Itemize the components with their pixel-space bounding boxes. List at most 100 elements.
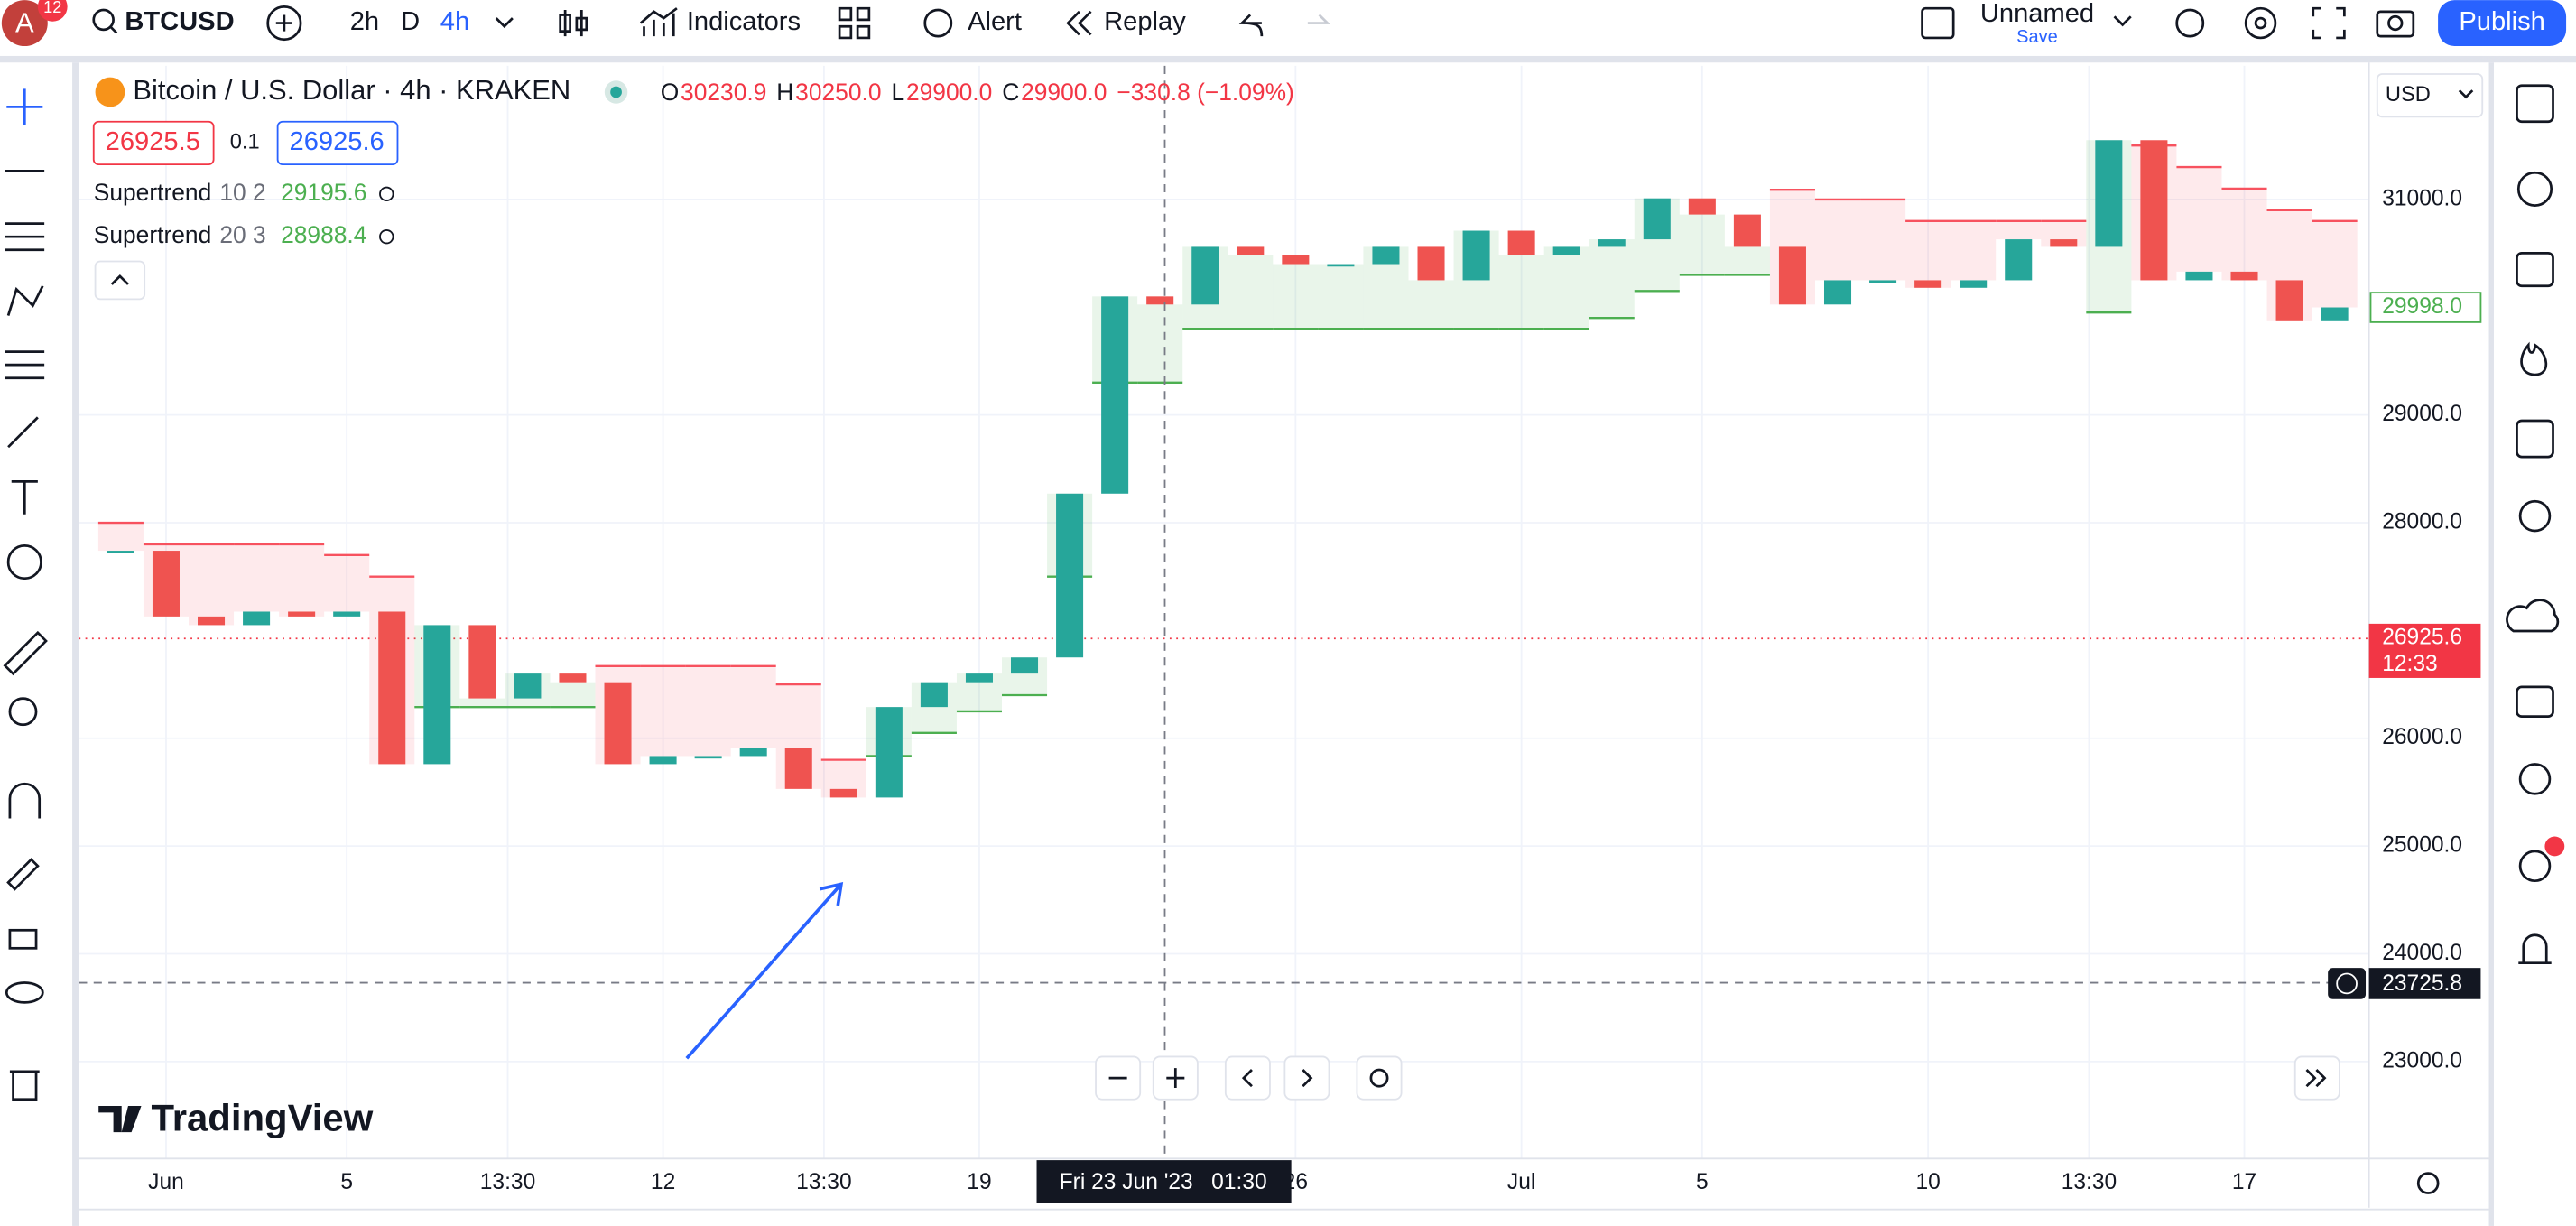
screenshot[interactable] [2376, 10, 2415, 38]
candle [1960, 280, 1988, 288]
supertrend-fill [1543, 246, 1589, 330]
ideas[interactable] [2518, 499, 2552, 533]
notifications[interactable] [2518, 933, 2552, 965]
indicators-button[interactable]: Indicators [687, 7, 801, 36]
fib-tool[interactable] [5, 222, 45, 252]
interval[interactable]: 2h [350, 7, 379, 36]
settings[interactable] [2244, 6, 2277, 40]
fullscreen[interactable] [2312, 6, 2346, 40]
supertrend-fill [2312, 220, 2358, 308]
sell-button[interactable] [92, 120, 215, 166]
candle [649, 756, 677, 765]
visibility-tool[interactable] [5, 981, 44, 1004]
watchlist[interactable] [2516, 84, 2554, 124]
interval-active[interactable]: 4h [440, 7, 469, 36]
scroll-left[interactable] [1224, 1055, 1271, 1101]
scroll-right[interactable] [1283, 1055, 1330, 1101]
hotlist[interactable] [2520, 341, 2548, 376]
alerts[interactable] [2516, 171, 2553, 207]
streams[interactable] [2506, 599, 2560, 633]
delete-tool[interactable] [9, 1070, 40, 1101]
alert-button[interactable]: Alert [968, 7, 1022, 36]
symbol[interactable]: BTCUSD [125, 7, 234, 36]
zoom-in-icon [1166, 1068, 1185, 1089]
x-tick-label: 5 [340, 1170, 353, 1194]
lock-tool[interactable] [8, 928, 38, 950]
forecast-tool[interactable] [5, 350, 45, 380]
save-label[interactable]: Save [2016, 27, 2058, 47]
candle [243, 611, 271, 626]
text-tool[interactable] [11, 480, 38, 515]
indicator-value: 28988.4 [281, 221, 366, 248]
supertrend-fill [640, 665, 686, 757]
toolbar-border [0, 55, 2576, 63]
supertrend-fill [1679, 214, 1725, 275]
avatar-letter: A [15, 7, 34, 39]
candle [920, 682, 948, 708]
interval[interactable]: D [401, 7, 420, 36]
last-price-box [2368, 623, 2481, 678]
crosshair-tool[interactable] [6, 88, 43, 125]
supertrend-fill [189, 543, 235, 626]
candle [1056, 493, 1084, 658]
collapse-legend[interactable] [94, 260, 146, 301]
avatar[interactable] [1, 0, 48, 47]
indicator-value: 29195.6 [281, 179, 366, 206]
zoom-tool[interactable] [8, 697, 38, 727]
indicators-icon [639, 7, 678, 37]
brush-tool[interactable] [7, 416, 39, 449]
calendar[interactable] [2516, 419, 2554, 459]
candle [1643, 198, 1671, 240]
publish-button[interactable] [2438, 0, 2567, 47]
news[interactable] [2516, 252, 2554, 288]
layout-name[interactable]: Unnamed [1980, 0, 2094, 28]
ohlc-key: O [661, 79, 680, 106]
measure-tool[interactable] [3, 630, 48, 676]
scroll-to-realtime[interactable] [2293, 1055, 2340, 1101]
axis-settings[interactable] [2416, 1172, 2440, 1194]
supertrend-fill [685, 665, 731, 757]
currency-selector[interactable] [2376, 73, 2484, 118]
candle [2005, 239, 2033, 281]
overlay-labels: 23000.0 24000.0 25000.0 26000.0 28000.0 29000… [148, 186, 2482, 1203]
redo[interactable] [1307, 14, 1330, 24]
magnet-tool[interactable] [8, 782, 42, 819]
reset-chart[interactable] [1356, 1055, 1403, 1101]
pattern-tool[interactable] [6, 285, 44, 316]
add-symbol[interactable] [266, 5, 302, 42]
candle [1327, 264, 1355, 267]
interval-menu[interactable] [495, 17, 514, 29]
candle [1146, 296, 1174, 305]
supertrend-fill [1137, 304, 1183, 383]
crosshair-price-box [2368, 968, 2481, 999]
layout-menu[interactable] [2113, 15, 2132, 27]
candle [1688, 198, 1716, 215]
reset-icon [1369, 1068, 1389, 1088]
layout-icon[interactable] [1921, 6, 1955, 40]
realtime-icon [2305, 1069, 2327, 1088]
replay-trading[interactable] [2518, 850, 2552, 883]
candle [1282, 255, 1310, 265]
quick-search[interactable] [2175, 8, 2205, 38]
candle [2230, 271, 2258, 281]
templates[interactable] [838, 6, 871, 40]
candle [198, 616, 226, 626]
supertrend-fill [1408, 280, 1454, 330]
candle [1914, 280, 1942, 288]
buy-button[interactable] [276, 120, 399, 166]
spread: 0.1 [230, 131, 260, 154]
x-tick-label: 13:30 [2062, 1170, 2117, 1194]
chats[interactable] [2516, 685, 2554, 719]
emoji-tool[interactable] [6, 544, 42, 580]
candle [468, 625, 496, 699]
undo[interactable] [1238, 14, 1264, 37]
ohlc-value: 30250.0 [795, 79, 881, 106]
screenshot-icon [2387, 14, 2404, 32]
replay-button[interactable]: Replay [1104, 7, 1186, 36]
x-tick-label: 19 [967, 1170, 991, 1194]
lock-draw-tool[interactable] [6, 858, 40, 891]
education[interactable] [2518, 763, 2552, 795]
chart-type[interactable] [559, 10, 588, 37]
crosshair-time-box [1036, 1160, 1292, 1203]
indicator-params: 20 3 [219, 221, 265, 248]
